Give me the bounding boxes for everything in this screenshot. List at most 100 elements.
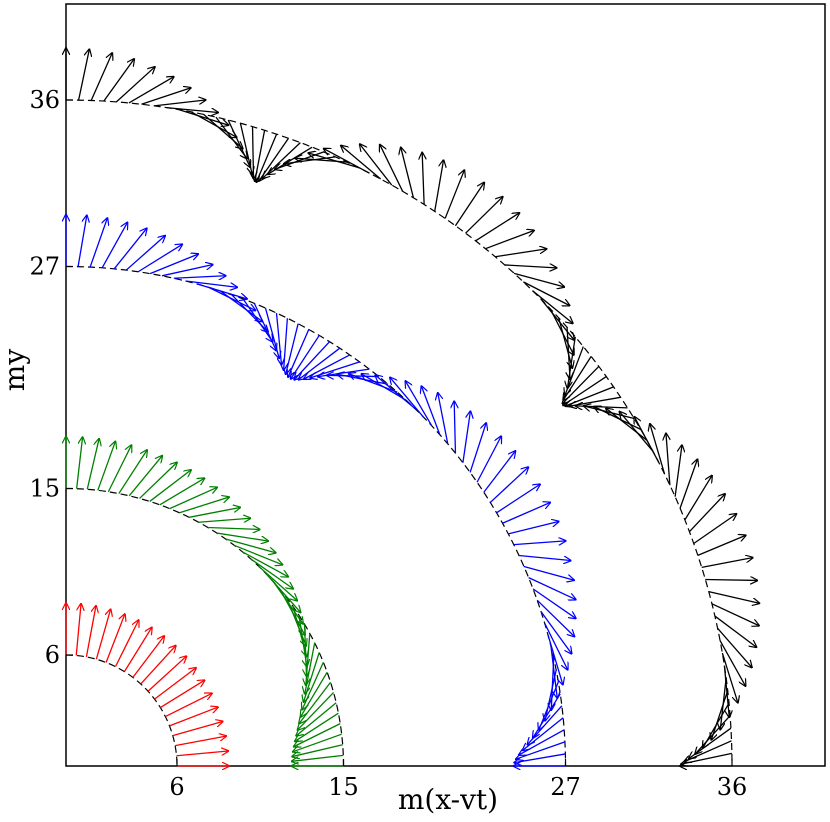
- arrow-r15-8: [149, 470, 191, 502]
- arrow-r15-30: [304, 652, 320, 701]
- arrow-r6-5: [114, 620, 138, 667]
- arrow-r36-24: [308, 153, 359, 169]
- arrow-r27-51: [536, 599, 574, 636]
- x-tick-label-36: 36: [717, 773, 748, 801]
- arrow-r36-34: [465, 197, 503, 234]
- arrow-r15-29: [305, 642, 316, 694]
- arrow-r36-49: [563, 365, 600, 403]
- arrow-r15-14: [207, 527, 260, 529]
- arrow-r27-38: [462, 411, 470, 463]
- arrow-r15-10: [169, 487, 217, 510]
- dashed-arc-r6: [65, 654, 178, 767]
- x-tick-label-6: 6: [169, 773, 184, 801]
- arrow-r15-27: [305, 624, 307, 676]
- arrow-r27-55: [550, 646, 557, 697]
- arrow-r6-15: [174, 736, 226, 747]
- arrow-r15-4: [107, 445, 131, 493]
- arrow-r36-38: [504, 265, 557, 268]
- arrow-r36-61: [674, 445, 682, 497]
- arrow-r36-16: [255, 130, 266, 181]
- arrow-r27-62: [519, 729, 565, 755]
- arrow-r6-11: [160, 680, 204, 709]
- arrow-r27-33: [390, 378, 424, 418]
- arrow-r36-74: [721, 652, 737, 702]
- arrow-r27-34: [406, 381, 433, 427]
- arrow-r15-36: [295, 712, 339, 741]
- arrow-r36-6: [141, 88, 190, 105]
- arrow-r15-40: [292, 754, 344, 761]
- arrow-r36-68: [705, 579, 757, 580]
- arrow-r36-18: [259, 137, 290, 181]
- arrow-r27-48: [523, 565, 574, 581]
- arrow-r15-34: [298, 692, 335, 729]
- arrow-r36-39: [513, 272, 564, 287]
- arrow-r27-43: [496, 484, 540, 514]
- arrow-r36-28: [380, 145, 404, 192]
- arrow-r36-26: [341, 146, 382, 180]
- arrow-r15-13: [198, 518, 251, 523]
- arrow-r36-41: [532, 290, 572, 324]
- y-axis-label: my: [0, 349, 31, 392]
- arrow-r36-42: [540, 299, 574, 340]
- arrow-r36-10: [190, 111, 236, 137]
- arrow-r27-6: [137, 244, 182, 273]
- arrow-r36-2: [90, 53, 112, 101]
- arrow-r36-60: [666, 434, 671, 486]
- arrow-r27-9: [173, 276, 226, 279]
- arrow-r27-17: [264, 307, 279, 358]
- arrow-r36-46: [567, 336, 576, 388]
- arrow-r27-42: [489, 467, 528, 503]
- arrow-r27-40: [476, 436, 501, 483]
- arrow-r36-40: [523, 281, 569, 306]
- arrow-r36-27: [360, 144, 393, 186]
- arrow-r36-11: [203, 113, 243, 148]
- arrow-r36-7: [153, 100, 205, 107]
- arrow-r27-63: [516, 741, 566, 759]
- arrow-r36-25: [324, 149, 370, 174]
- arrow-r27-21: [288, 329, 310, 376]
- arrow-r27-18: [275, 312, 281, 365]
- arrow-r36-80: [689, 727, 732, 758]
- arrow-r36-47: [565, 346, 584, 395]
- arrow-r27-3: [101, 223, 127, 269]
- arrow-r15-5: [118, 450, 147, 494]
- arrow-r27-41: [483, 451, 515, 493]
- arrow-field: [66, 48, 759, 766]
- arrow-r27-19: [284, 318, 288, 370]
- arrow-r36-13: [227, 119, 250, 167]
- arrow-r27-32: [375, 375, 416, 410]
- arrow-r36-73: [719, 640, 745, 686]
- arrow-r15-1: [75, 437, 83, 489]
- arrow-r27-46: [513, 541, 566, 545]
- arrow-r27-4: [113, 228, 146, 270]
- arrow-r27-52: [540, 611, 571, 654]
- arrow-r36-8: [166, 106, 218, 113]
- arrow-r15-28: [306, 633, 311, 685]
- arrow-r6-7: [132, 636, 164, 678]
- arrow-r36-14: [239, 123, 252, 173]
- arrow-r36-35: [475, 213, 520, 242]
- arrow-r15-16: [225, 538, 276, 553]
- arrow-r36-30: [422, 153, 424, 205]
- arrow-r36-77: [711, 690, 729, 740]
- arrow-r15-11: [179, 497, 229, 514]
- arrow-r36-15: [253, 126, 254, 179]
- arrow-r27-31: [362, 374, 407, 401]
- arrow-r6-2: [85, 606, 96, 658]
- arrow-r27-59: [533, 693, 561, 738]
- arrow-r27-30: [349, 374, 398, 393]
- arrow-r15-32: [301, 671, 328, 717]
- arrow-r27-47: [518, 554, 571, 561]
- arrow-r36-59: [650, 424, 666, 474]
- arrow-r6-6: [123, 628, 151, 672]
- arrow-r36-62: [679, 459, 697, 509]
- arrow-r36-5: [128, 77, 174, 104]
- arrow-r15-38: [293, 733, 342, 752]
- arrow-r27-49: [528, 577, 576, 600]
- arrow-r27-10: [185, 280, 237, 287]
- arrow-r27-44: [502, 503, 550, 524]
- arrow-r27-60: [528, 705, 563, 745]
- arrow-r36-58: [634, 417, 660, 463]
- arrow-r36-57: [620, 412, 654, 452]
